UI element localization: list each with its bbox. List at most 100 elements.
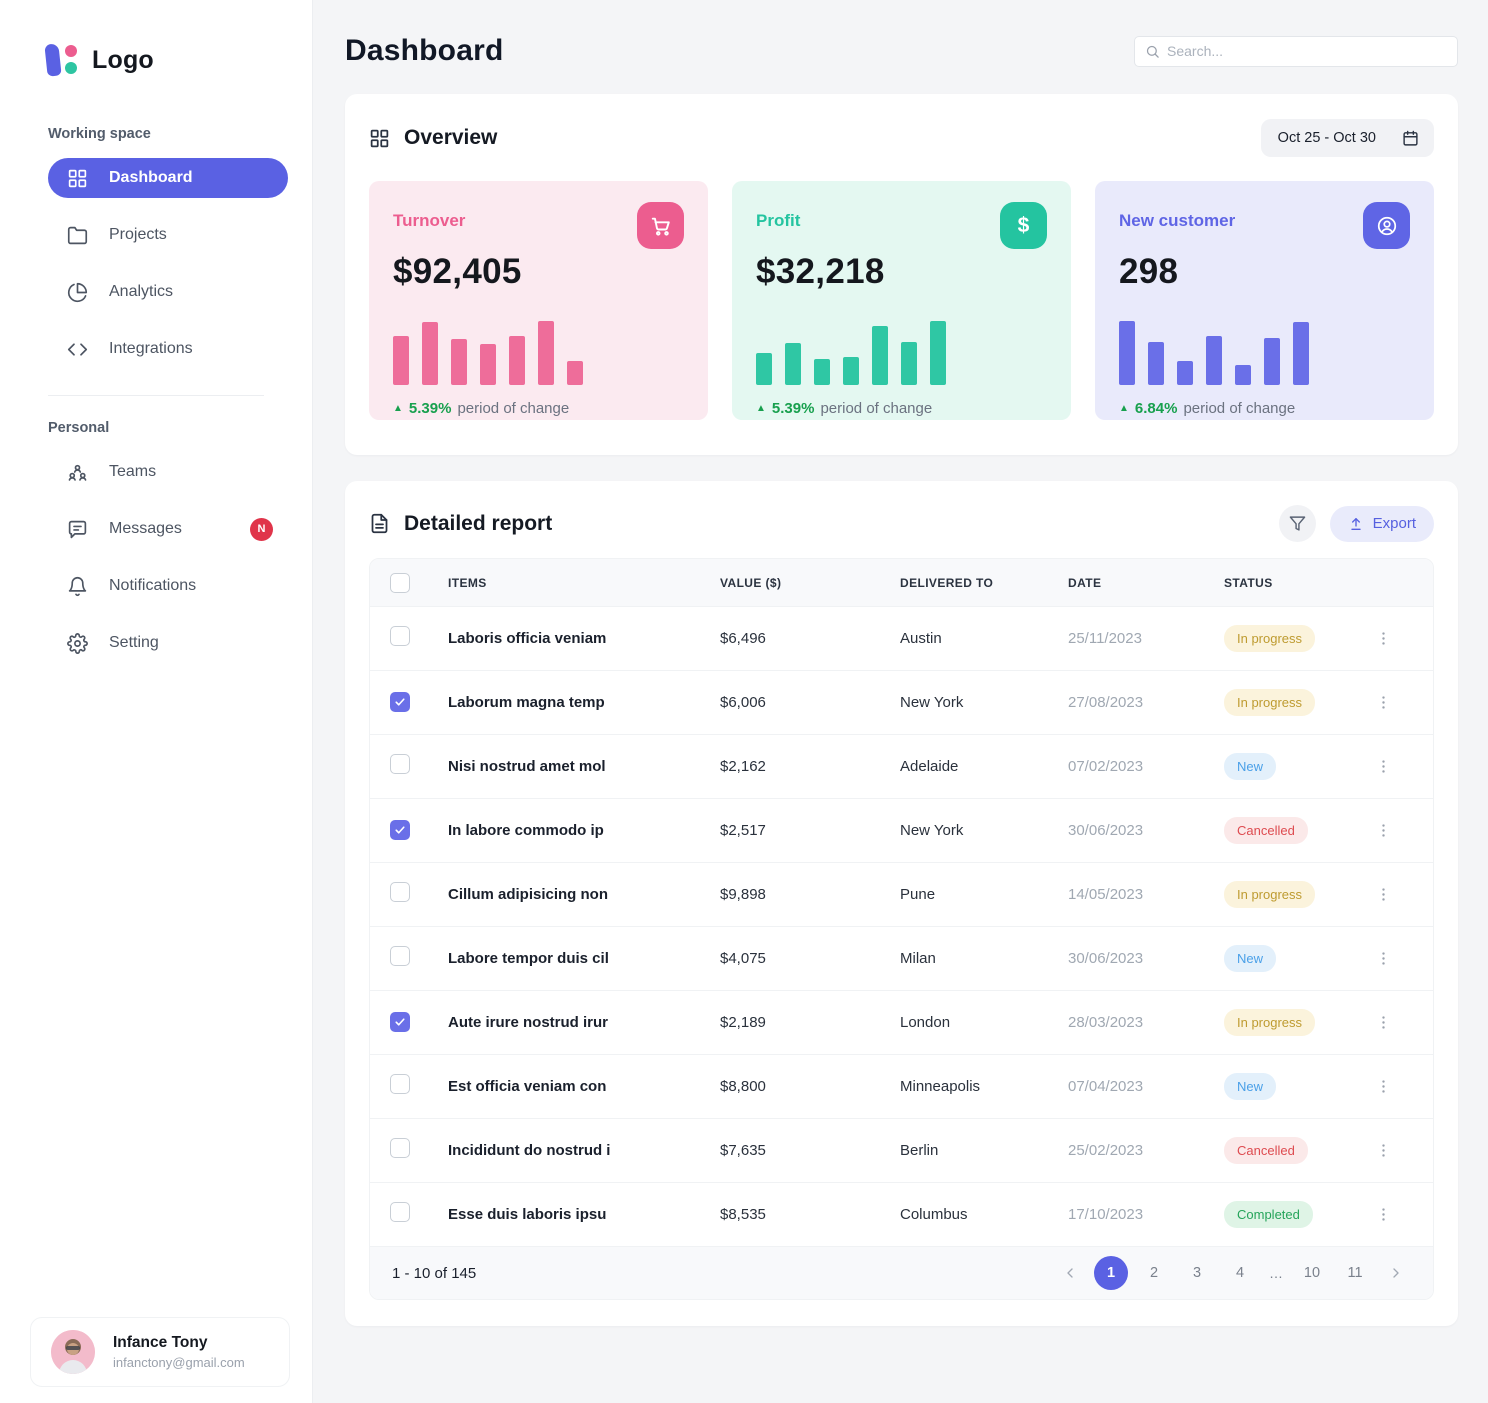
avatar bbox=[51, 1330, 95, 1374]
report-section: Detailed report Export ITEMS VALUE ($) bbox=[345, 481, 1458, 1326]
overview-grid-icon bbox=[370, 129, 389, 147]
table-body: Laboris officia veniam $6,496 Austin 25/11/… bbox=[370, 606, 1433, 1246]
dollar-icon: $ bbox=[1000, 202, 1047, 249]
user-profile[interactable]: Infance Tony infanctony@gmail.com bbox=[30, 1317, 290, 1387]
row-checkbox[interactable] bbox=[390, 1138, 410, 1158]
stat-card-turnover: Turnover $92,405 ▲ 5.39% period of change bbox=[369, 181, 708, 420]
export-button[interactable]: Export bbox=[1329, 505, 1434, 542]
cell-value: $2,189 bbox=[720, 1014, 766, 1031]
cell-date: 30/06/2023 bbox=[1068, 822, 1144, 839]
stat-card-value: 298 bbox=[1119, 252, 1179, 291]
row-menu-button[interactable] bbox=[1369, 881, 1397, 909]
col-value: VALUE ($) bbox=[720, 575, 782, 590]
pagination-bar: 1 - 10 of 145 1 2 3 4 … 10 11 bbox=[370, 1246, 1433, 1299]
row-checkbox[interactable] bbox=[390, 1012, 410, 1032]
row-checkbox[interactable] bbox=[390, 820, 410, 840]
sidebar-item-dashboard[interactable]: Dashboard bbox=[48, 158, 288, 198]
sidebar-item-integrations[interactable]: Integrations bbox=[48, 329, 287, 369]
cell-item-name: Est officia veniam con bbox=[448, 1078, 607, 1095]
search-input[interactable] bbox=[1167, 43, 1447, 59]
mini-bar-chart-turnover bbox=[393, 321, 684, 385]
page-button-11[interactable]: 11 bbox=[1338, 1256, 1372, 1290]
sidebar-divider bbox=[48, 395, 264, 396]
row-checkbox[interactable] bbox=[390, 754, 410, 774]
triangle-up-icon: ▲ bbox=[1119, 403, 1129, 414]
report-actions: Export bbox=[1278, 505, 1434, 542]
status-badge: In progress bbox=[1224, 625, 1316, 652]
cell-date: 27/08/2023 bbox=[1068, 694, 1144, 711]
row-menu-button[interactable] bbox=[1369, 1201, 1397, 1229]
cell-item-name: Laborum magna temp bbox=[448, 694, 605, 711]
logo[interactable]: Logo bbox=[44, 42, 312, 78]
stat-card-new-customer: New customer 298 ▲ 6.84% period of change bbox=[1095, 181, 1434, 420]
sidebar-item-projects[interactable]: Projects bbox=[48, 215, 287, 255]
cart-icon bbox=[637, 202, 684, 249]
date-range-label: Oct 25 - Oct 30 bbox=[1277, 130, 1376, 146]
sidebar-item-teams[interactable]: Teams bbox=[48, 452, 287, 492]
row-menu-button[interactable] bbox=[1369, 753, 1397, 781]
status-badge: Cancelled bbox=[1224, 817, 1308, 844]
page-button-4[interactable]: 4 bbox=[1223, 1256, 1257, 1290]
sidebar: Logo Working space Dashboard Projects Analy… bbox=[0, 0, 313, 1403]
page-button-2[interactable]: 2 bbox=[1137, 1256, 1171, 1290]
sidebar-item-setting[interactable]: Setting bbox=[48, 623, 287, 663]
chart-bar bbox=[756, 353, 772, 385]
cell-delivered-to: Pune bbox=[900, 886, 936, 903]
next-page-button[interactable] bbox=[1381, 1258, 1411, 1288]
cell-value: $2,162 bbox=[720, 758, 766, 775]
table-row: Nisi nostrud amet mol $2,162 Adelaide 07/02… bbox=[370, 734, 1433, 798]
page-title: Dashboard bbox=[345, 34, 504, 67]
sidebar-item-messages[interactable]: Messages N bbox=[48, 509, 287, 549]
status-badge: In progress bbox=[1224, 1009, 1316, 1036]
row-menu-button[interactable] bbox=[1369, 689, 1397, 717]
page-button-10[interactable]: 10 bbox=[1295, 1256, 1329, 1290]
row-checkbox[interactable] bbox=[390, 882, 410, 902]
cell-value: $4,075 bbox=[720, 950, 766, 967]
cell-date: 07/04/2023 bbox=[1068, 1078, 1144, 1095]
row-menu-button[interactable] bbox=[1369, 817, 1397, 845]
row-menu-button[interactable] bbox=[1369, 625, 1397, 653]
table-row: Labore tempor duis cil $4,075 Milan 30/06/2… bbox=[370, 926, 1433, 990]
funnel-icon bbox=[1289, 516, 1305, 531]
table-row: Est officia veniam con $8,800 Minneapolis 0… bbox=[370, 1054, 1433, 1118]
report-header: Detailed report Export bbox=[369, 505, 1434, 542]
date-range-picker[interactable]: Oct 25 - Oct 30 bbox=[1260, 119, 1434, 157]
overview-header: Overview Oct 25 - Oct 30 bbox=[369, 119, 1434, 157]
sidebar-item-notifications[interactable]: Notifications bbox=[48, 566, 287, 606]
prev-page-button[interactable] bbox=[1055, 1258, 1085, 1288]
sidebar-item-label: Teams bbox=[109, 463, 157, 480]
status-badge: Completed bbox=[1224, 1201, 1313, 1228]
sidebar-item-analytics[interactable]: Analytics bbox=[48, 272, 287, 312]
chart-bar bbox=[480, 344, 496, 385]
row-menu-button[interactable] bbox=[1369, 1073, 1397, 1101]
logo-icon bbox=[44, 42, 80, 78]
main-content: Dashboard Overview Oct 25 - Oct 30 Turno… bbox=[313, 0, 1488, 1403]
chart-bar bbox=[843, 356, 859, 385]
page-button-3[interactable]: 3 bbox=[1180, 1256, 1214, 1290]
select-all-checkbox[interactable] bbox=[390, 572, 410, 593]
row-checkbox[interactable] bbox=[390, 946, 410, 966]
row-menu-button[interactable] bbox=[1369, 945, 1397, 973]
sidebar-item-label: Notifications bbox=[109, 577, 197, 594]
user-email: infanctony@gmail.com bbox=[113, 1355, 245, 1370]
page-button-1[interactable]: 1 bbox=[1094, 1256, 1128, 1290]
row-menu-button[interactable] bbox=[1369, 1009, 1397, 1037]
cell-value: $2,517 bbox=[720, 822, 766, 839]
row-checkbox[interactable] bbox=[390, 626, 410, 646]
filter-button[interactable] bbox=[1278, 505, 1316, 542]
report-title: Detailed report bbox=[404, 511, 553, 535]
row-checkbox[interactable] bbox=[390, 1074, 410, 1094]
overview-title: Overview bbox=[404, 126, 498, 149]
row-menu-button[interactable] bbox=[1369, 1137, 1397, 1165]
chevron-left-icon bbox=[1067, 1268, 1073, 1278]
cell-date: 07/02/2023 bbox=[1068, 758, 1144, 775]
triangle-up-icon: ▲ bbox=[393, 403, 403, 414]
row-checkbox[interactable] bbox=[390, 1202, 410, 1222]
row-checkbox[interactable] bbox=[390, 692, 410, 712]
logo-text: Logo bbox=[92, 45, 154, 74]
table-header-row: ITEMS VALUE ($) DELIVERED TO DATE STATUS bbox=[370, 559, 1433, 606]
cell-delivered-to: Milan bbox=[900, 950, 936, 967]
change-suffix: period of change bbox=[820, 400, 933, 417]
stat-card-change: ▲ 5.39% period of change bbox=[393, 400, 684, 417]
